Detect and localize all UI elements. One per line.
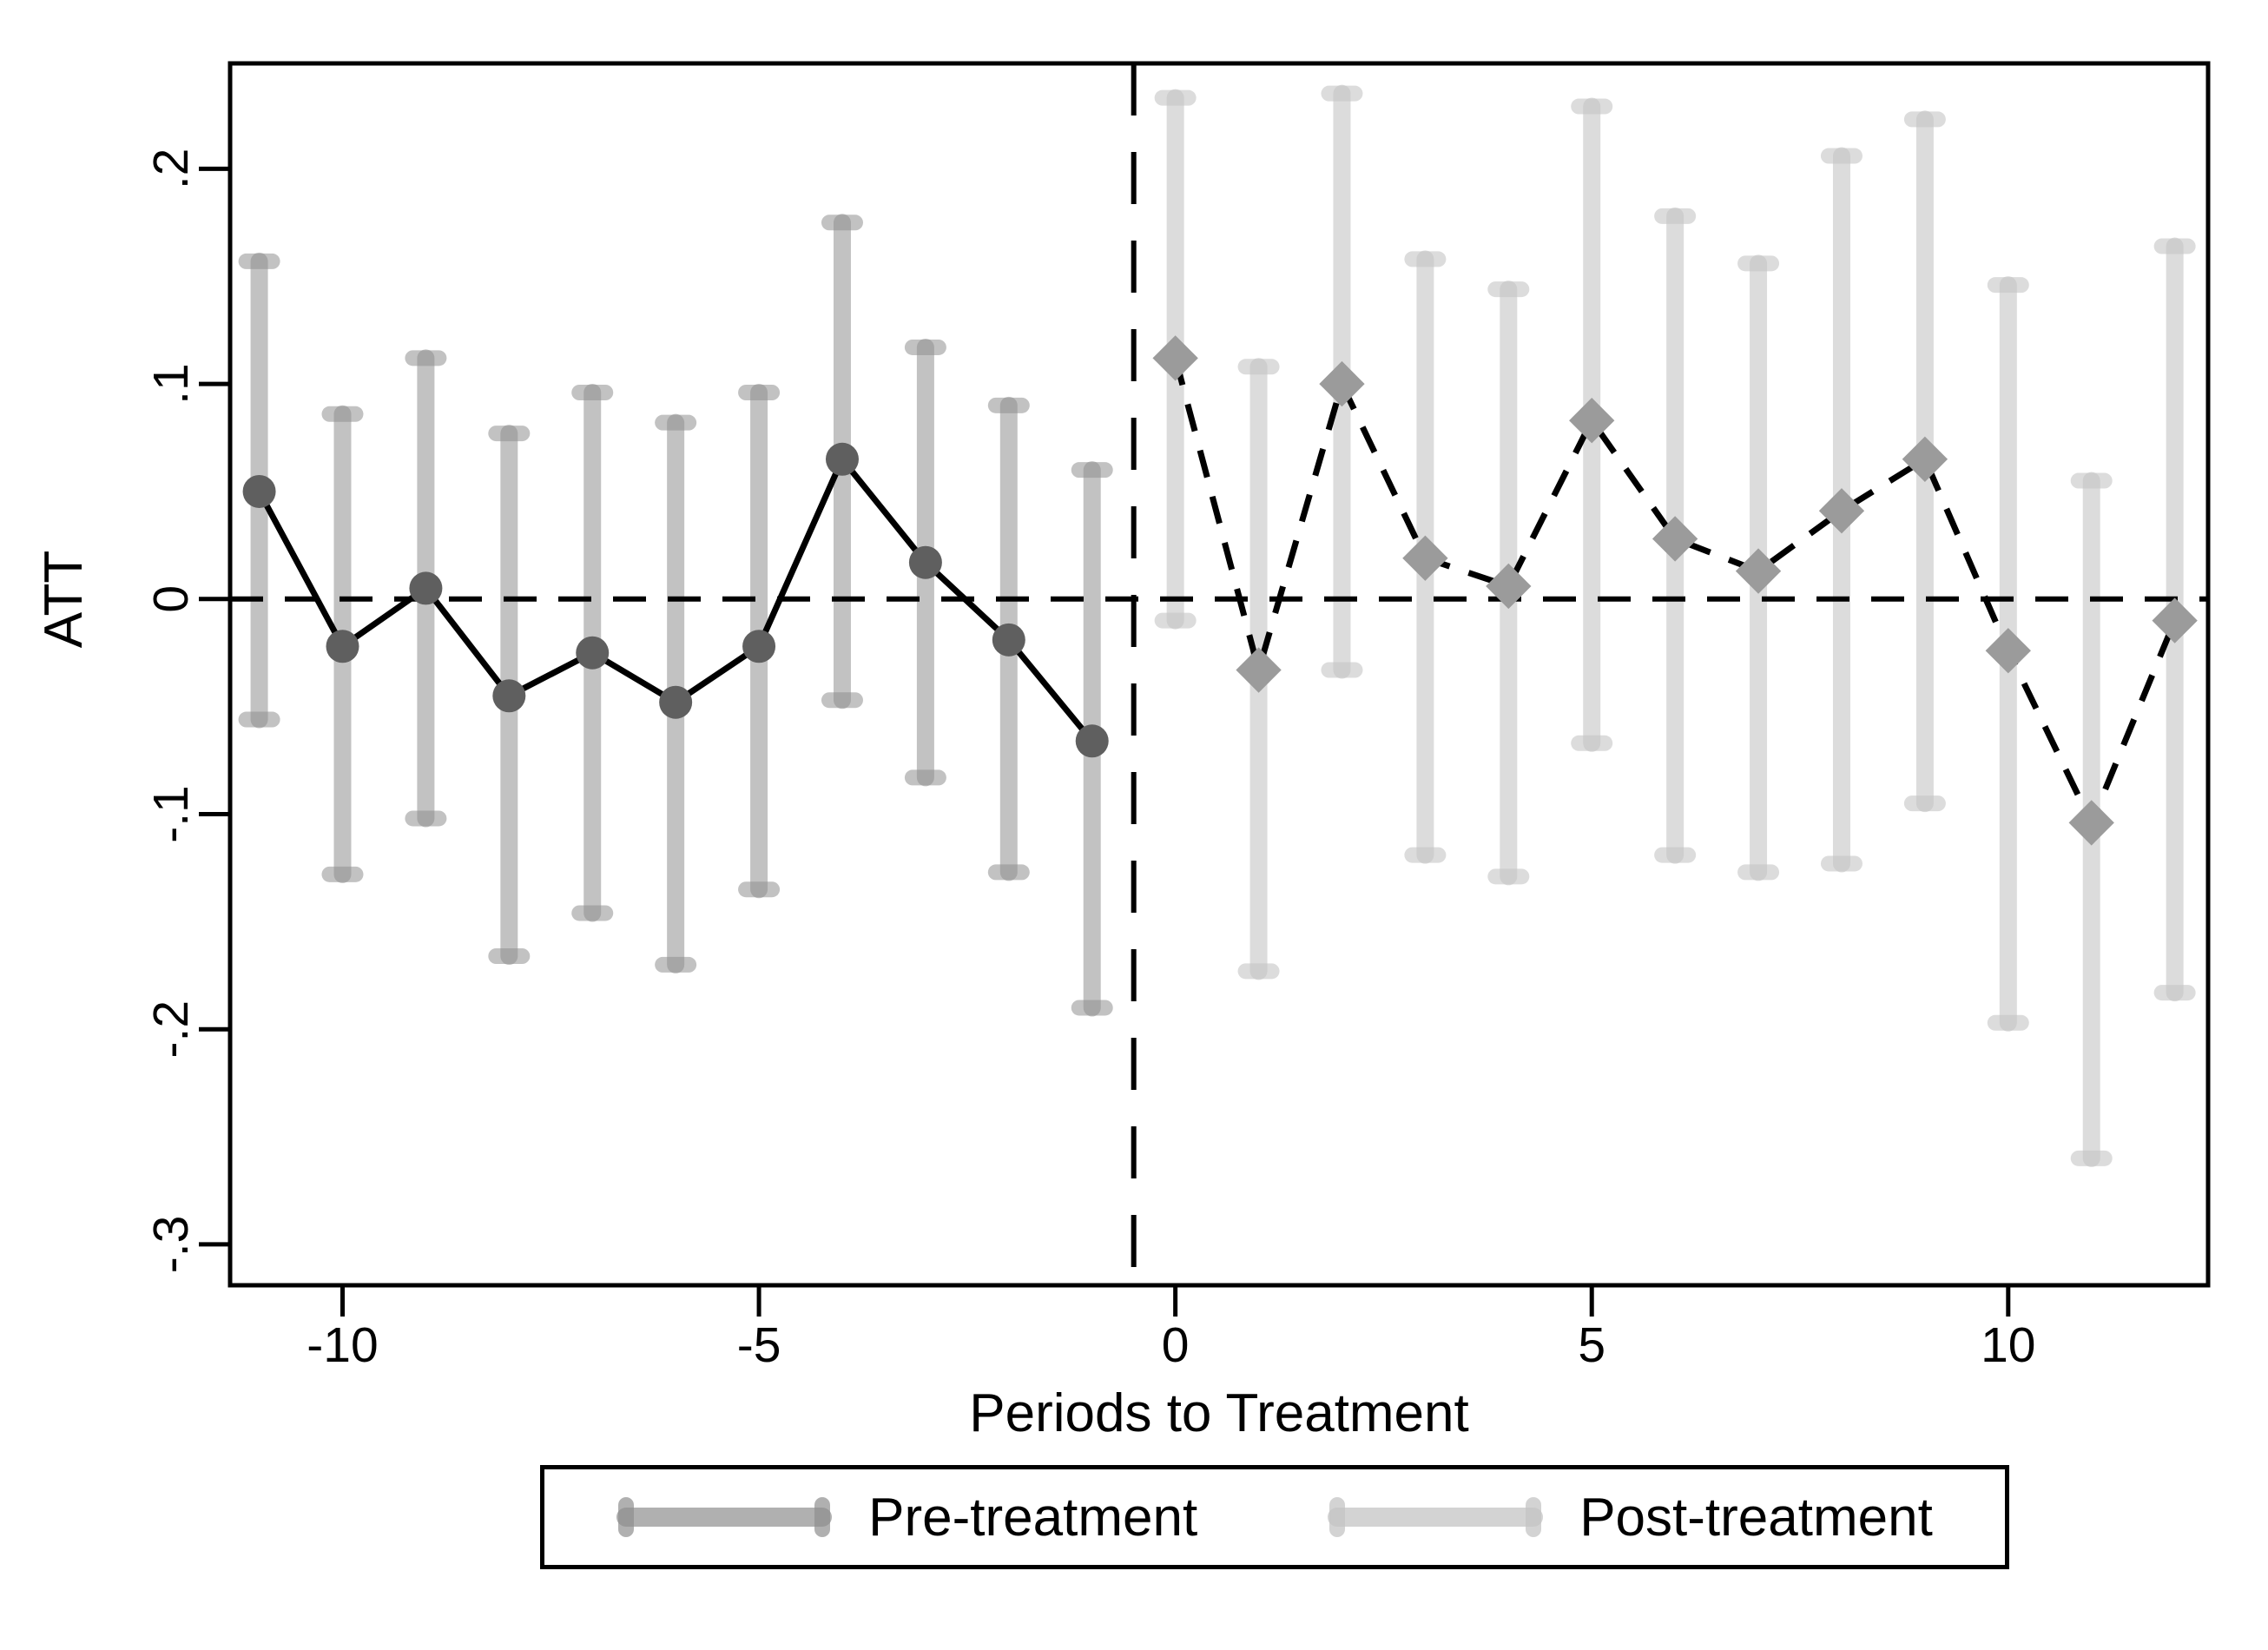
swatch-cap-icon <box>1526 1497 1542 1537</box>
legend-item-post-treatment: Post-treatment <box>1328 1487 1933 1548</box>
marker-post-diamond <box>1818 488 1865 534</box>
ci-cap-post <box>1903 795 1946 812</box>
marker-post-diamond <box>2152 597 2198 644</box>
ci-cap-pre <box>238 711 280 728</box>
post-treatment-ci-swatch-icon <box>1328 1495 1544 1539</box>
ci-cap-post <box>1654 208 1697 224</box>
ci-cap-pre <box>904 339 946 355</box>
marker-post-diamond <box>1985 628 2031 674</box>
ci-cap-pre <box>738 881 781 898</box>
ci-cap-post <box>1237 963 1280 980</box>
ci-cap-pre <box>488 426 531 442</box>
ci-cap-post <box>1820 148 1863 164</box>
ci-cap-post <box>1237 359 1280 375</box>
marker-post-diamond <box>1735 548 1782 594</box>
ci-cap-post <box>2070 1150 2113 1166</box>
ci-cap-post <box>1154 89 1197 106</box>
y-tick-label: .2 <box>143 148 199 190</box>
marker-pre-circle <box>242 474 276 508</box>
marker-pre-circle <box>1075 724 1109 758</box>
legend-label-pre-treatment: Pre-treatment <box>868 1487 1198 1548</box>
x-tick-label: -10 <box>307 1317 378 1373</box>
marker-post-diamond <box>1486 563 1532 610</box>
marker-pre-circle <box>742 630 776 663</box>
ci-cap-post <box>1654 847 1697 863</box>
marker-pre-circle <box>659 685 693 719</box>
ci-cap-post <box>1987 1014 2029 1031</box>
plot-border <box>227 61 2211 1288</box>
x-tick-label: 10 <box>1981 1317 2035 1373</box>
ci-cap-post <box>2153 985 2196 1001</box>
swatch-cap-icon <box>814 1497 831 1537</box>
ci-cap-pre <box>405 810 447 827</box>
marker-pre-circle <box>492 679 526 713</box>
swatch-bar-icon <box>616 1508 833 1527</box>
ci-cap-post <box>1737 255 1780 272</box>
ci-cap-post <box>2153 238 2196 254</box>
ci-cap-pre <box>821 214 863 231</box>
y-tick-label: -.1 <box>143 785 199 843</box>
ci-cap-pre <box>238 253 280 269</box>
marker-pre-circle <box>908 545 942 579</box>
ci-cap-post <box>1571 735 1613 751</box>
marker-pre-circle <box>326 630 359 663</box>
ci-cap-post <box>1404 847 1447 863</box>
ci-cap-pre <box>321 866 364 882</box>
legend-item-pre-treatment: Pre-treatment <box>616 1487 1197 1548</box>
pre-treatment-ci-swatch-icon <box>616 1495 833 1539</box>
ci-cap-pre <box>405 350 447 366</box>
marker-post-diamond <box>1652 516 1698 562</box>
y-tick-label: -.3 <box>143 1216 199 1274</box>
ci-cap-pre <box>987 864 1030 881</box>
ci-cap-post <box>1737 864 1780 881</box>
marker-post-diamond <box>1319 360 1365 407</box>
ci-cap-post <box>1903 111 1946 128</box>
ci-cap-pre <box>488 948 531 965</box>
ci-cap-pre <box>1071 462 1113 478</box>
ci-cap-pre <box>738 384 781 400</box>
ci-cap-post <box>1154 612 1197 629</box>
legend-box: Pre-treatment Post-treatment <box>540 1465 2009 1569</box>
marker-post-diamond <box>1152 335 1198 381</box>
marker-pre-circle <box>825 442 859 476</box>
ci-cap-pre <box>655 956 697 973</box>
marker-pre-circle <box>576 636 610 670</box>
ci-cap-pre <box>904 769 946 786</box>
marker-post-diamond <box>1402 535 1448 581</box>
x-axis-title: Periods to Treatment <box>969 1383 1469 1443</box>
ci-cap-post <box>1321 85 1363 102</box>
ci-cap-post <box>1987 277 2029 294</box>
marker-post-diamond <box>1902 436 1948 482</box>
marker-pre-circle <box>992 623 1025 657</box>
ci-cap-pre <box>655 414 697 431</box>
x-tick-label: -5 <box>737 1317 781 1373</box>
x-tick-label: 0 <box>1162 1317 1190 1373</box>
y-tick-label: 0 <box>143 585 199 613</box>
ci-cap-pre <box>821 692 863 709</box>
ci-cap-pre <box>321 406 364 422</box>
ci-cap-post <box>1571 98 1613 115</box>
ci-cap-post <box>1404 251 1447 267</box>
x-tick-label: 5 <box>1578 1317 1605 1373</box>
marker-pre-circle <box>409 571 443 605</box>
y-tick-label: -.2 <box>143 1000 199 1059</box>
y-tick-label: .1 <box>143 363 199 405</box>
ci-cap-pre <box>571 384 614 400</box>
ci-cap-post <box>1487 868 1530 885</box>
swatch-bar-icon <box>1328 1508 1544 1527</box>
y-axis-title: ATT <box>34 550 94 649</box>
ci-cap-pre <box>1071 1000 1113 1016</box>
ci-cap-pre <box>571 905 614 921</box>
ci-cap-post <box>1321 662 1363 678</box>
marker-post-diamond <box>1569 398 1615 444</box>
ci-cap-post <box>1820 855 1863 872</box>
marker-post-diamond <box>2068 800 2114 846</box>
ci-cap-post <box>2070 472 2113 489</box>
legend-label-post-treatment: Post-treatment <box>1579 1487 1933 1548</box>
marker-post-diamond <box>1236 647 1282 693</box>
ci-cap-post <box>1487 281 1530 298</box>
ci-cap-pre <box>987 397 1030 413</box>
